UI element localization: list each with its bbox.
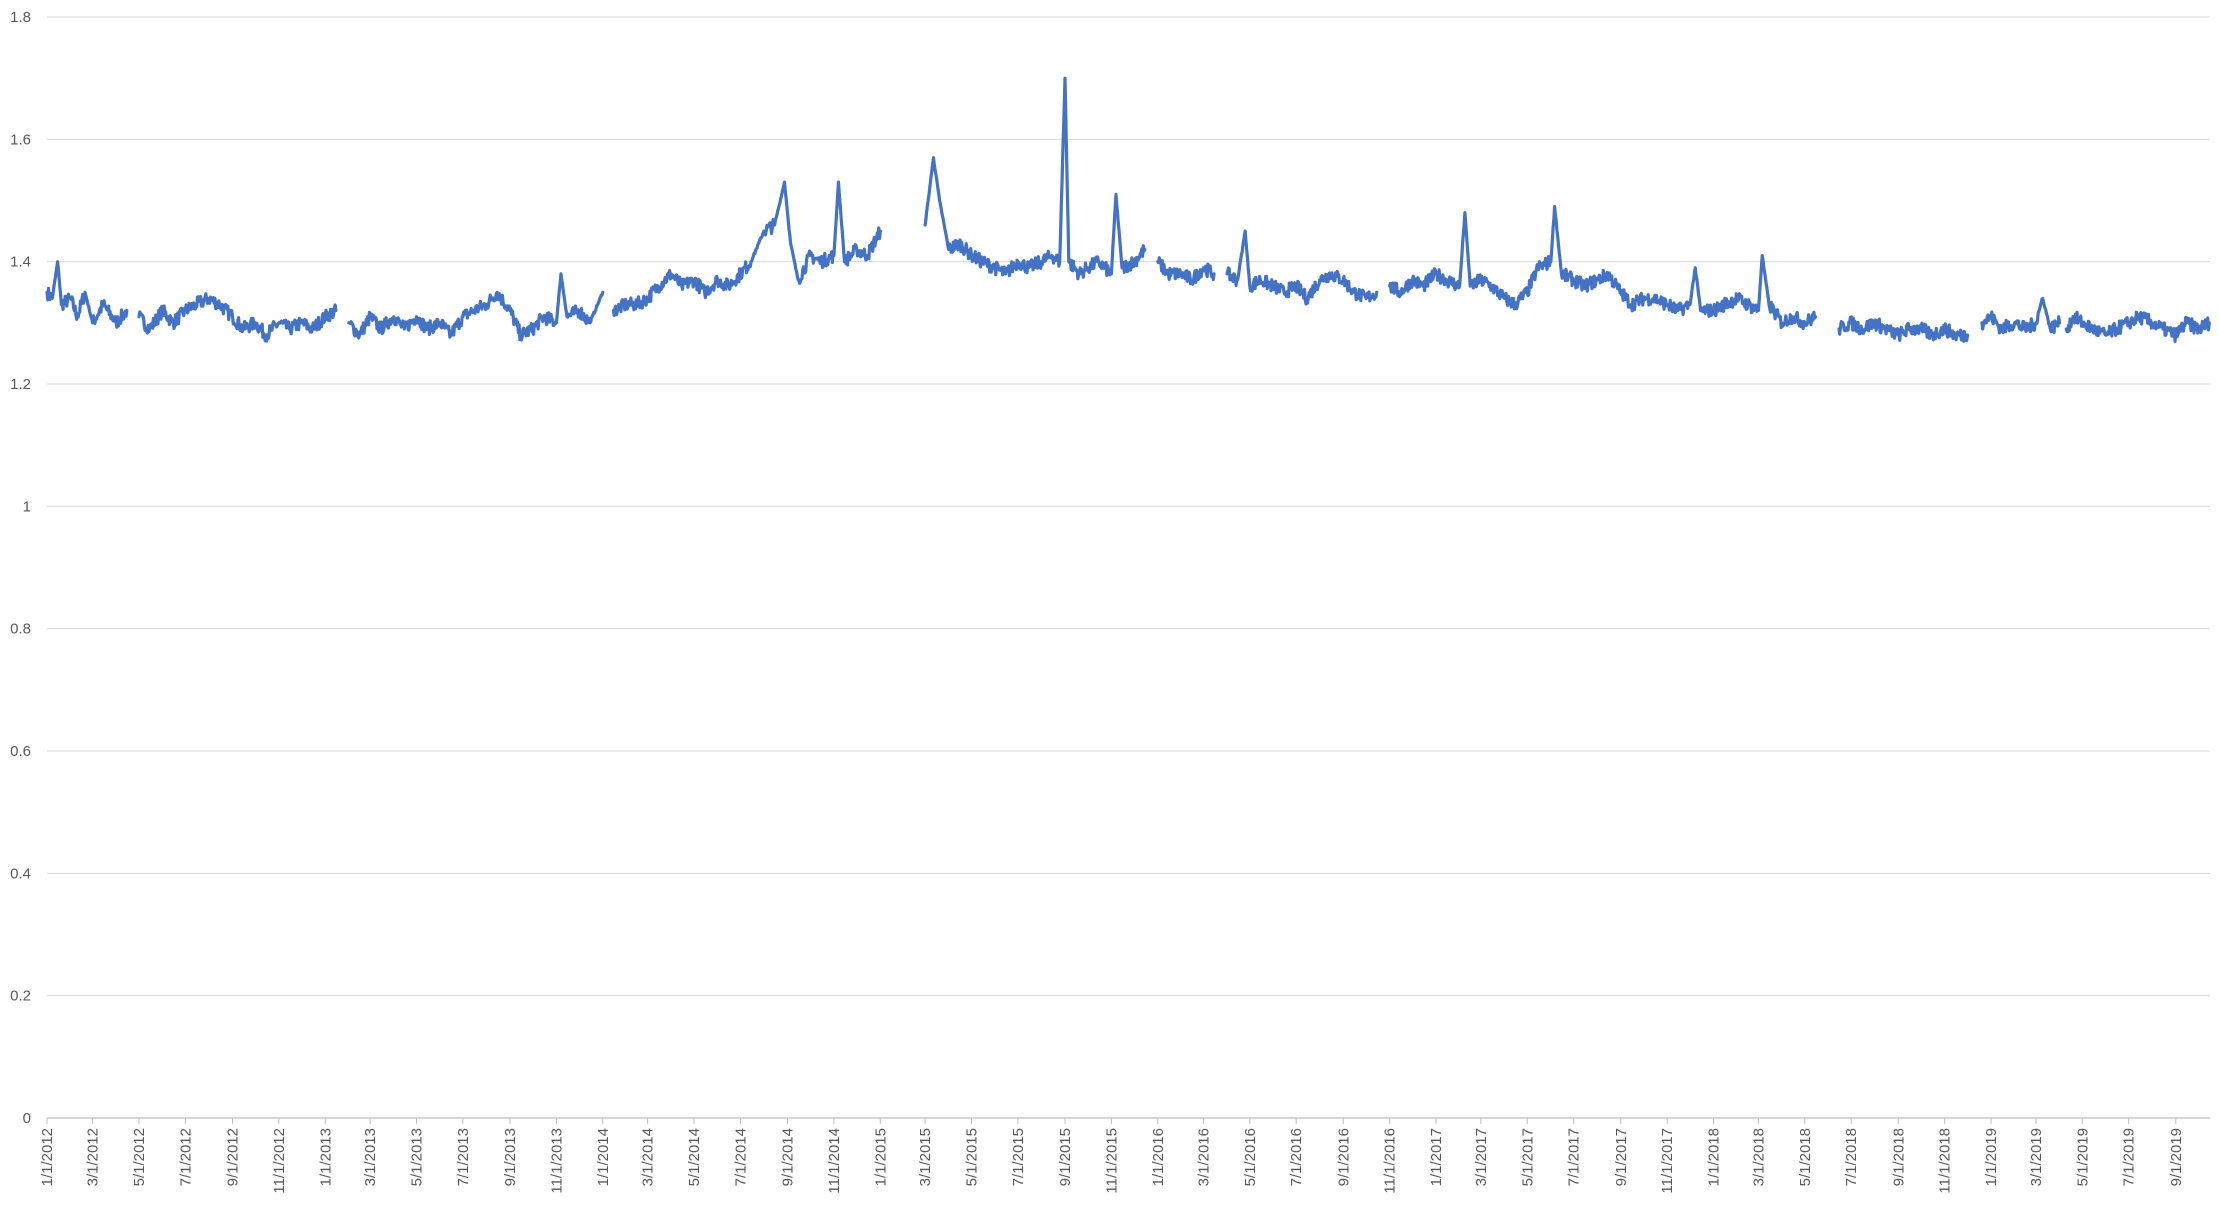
x-tick-label: 9/1/2014 <box>780 1128 797 1186</box>
series-line-segment <box>2064 310 2211 343</box>
x-tick-label: 11/1/2015 <box>1103 1128 1120 1194</box>
x-tick-label: 7/1/2018 <box>1843 1128 1860 1186</box>
x-tick-label: 1/1/2015 <box>872 1128 889 1186</box>
x-tick-label: 7/1/2016 <box>1288 1128 1305 1186</box>
x-tick-label: 5/1/2019 <box>2074 1128 2091 1186</box>
x-tick-label: 3/1/2014 <box>640 1128 657 1186</box>
x-tick-label: 11/1/2012 <box>271 1128 288 1194</box>
x-tick-label: 11/1/2014 <box>826 1128 843 1194</box>
x-tick-label: 9/1/2017 <box>1613 1128 1630 1186</box>
x-tick-label: 3/1/2018 <box>1750 1128 1767 1186</box>
series-line-segment <box>1388 205 1818 331</box>
x-tick-label: 3/1/2016 <box>1195 1128 1212 1186</box>
x-tick-label: 7/1/2019 <box>2121 1128 2138 1186</box>
x-tick-label: 11/1/2013 <box>548 1128 565 1194</box>
x-tick-label: 9/1/2012 <box>225 1128 242 1186</box>
x-tick-label: 3/1/2013 <box>362 1128 379 1186</box>
series-line-segment <box>347 272 605 342</box>
y-tick-label: 1.6 <box>10 131 31 148</box>
y-axis-tick-labels: 0 0.2 0.4 0.6 0.8 1 1.2 1.4 1.6 1.8 <box>10 9 31 1127</box>
series-lines <box>45 76 2211 343</box>
x-tick-label: 5/1/2017 <box>1519 1128 1536 1186</box>
y-tick-label: 0.4 <box>10 865 31 882</box>
y-tick-label: 0 <box>23 1110 31 1127</box>
x-axis <box>46 1117 2210 1124</box>
series-line-segment <box>611 180 882 317</box>
series-line-segment <box>923 76 1147 281</box>
y-tick-label: 1.2 <box>10 376 31 393</box>
x-tick-label: 1/1/2013 <box>317 1128 334 1186</box>
x-tick-label: 9/1/2019 <box>2168 1128 2185 1186</box>
series-line-segment <box>137 292 338 343</box>
series-line-segment <box>1156 256 1216 286</box>
x-tick-label: 1/1/2016 <box>1150 1128 1167 1186</box>
x-tick-label: 9/1/2013 <box>502 1128 519 1186</box>
x-tick-label: 9/1/2018 <box>1890 1128 1907 1186</box>
x-tick-label: 5/1/2018 <box>1797 1128 1814 1186</box>
x-tick-label: 7/1/2013 <box>455 1128 472 1186</box>
x-tick-label: 11/1/2016 <box>1382 1128 1399 1194</box>
x-tick-label: 11/1/2018 <box>1937 1128 1954 1194</box>
x-tick-label: 7/1/2014 <box>732 1128 749 1186</box>
y-tick-label: 1 <box>23 498 31 515</box>
y-tick-label: 0.2 <box>10 988 31 1005</box>
x-tick-label: 5/1/2013 <box>408 1128 425 1186</box>
x-tick-label: 3/1/2019 <box>2028 1128 2045 1186</box>
x-tick-label: 1/1/2019 <box>1983 1128 2000 1186</box>
x-tick-label: 1/1/2018 <box>1706 1128 1723 1186</box>
x-tick-label: 3/1/2015 <box>917 1128 934 1186</box>
x-tick-label: 5/1/2014 <box>686 1128 703 1186</box>
series-line-segment <box>1837 315 1970 343</box>
x-tick-label: 7/1/2015 <box>1010 1128 1027 1186</box>
x-tick-label: 11/1/2017 <box>1659 1128 1676 1194</box>
y-tick-label: 0.6 <box>10 743 31 760</box>
y-tick-label: 1.8 <box>10 9 31 26</box>
x-tick-label: 9/1/2016 <box>1335 1128 1352 1186</box>
x-axis-tick-labels: 1/1/2012 3/1/2012 5/1/2012 7/1/2012 9/1/2012… <box>39 1128 2185 1194</box>
x-tick-label: 1/1/2014 <box>595 1128 612 1186</box>
x-tick-label: 5/1/2016 <box>1242 1128 1259 1186</box>
series-line-segment <box>1225 229 1379 306</box>
x-tick-label: 3/1/2012 <box>85 1128 102 1186</box>
x-tick-label: 9/1/2015 <box>1057 1128 1074 1186</box>
x-tick-label: 1/1/2012 <box>39 1128 56 1186</box>
x-tick-label: 7/1/2017 <box>1566 1128 1583 1186</box>
x-tick-label: 5/1/2012 <box>131 1128 148 1186</box>
x-tick-label: 5/1/2015 <box>964 1128 981 1186</box>
x-tick-label: 1/1/2017 <box>1428 1128 1445 1186</box>
y-tick-label: 1.4 <box>10 254 31 271</box>
series-line-segment <box>1980 296 2062 335</box>
x-tick-label: 3/1/2017 <box>1473 1128 1490 1186</box>
gridlines <box>47 16 2210 997</box>
x-tick-label: 7/1/2012 <box>177 1128 194 1186</box>
series-line-segment <box>45 260 129 329</box>
y-tick-label: 0.8 <box>10 621 31 638</box>
